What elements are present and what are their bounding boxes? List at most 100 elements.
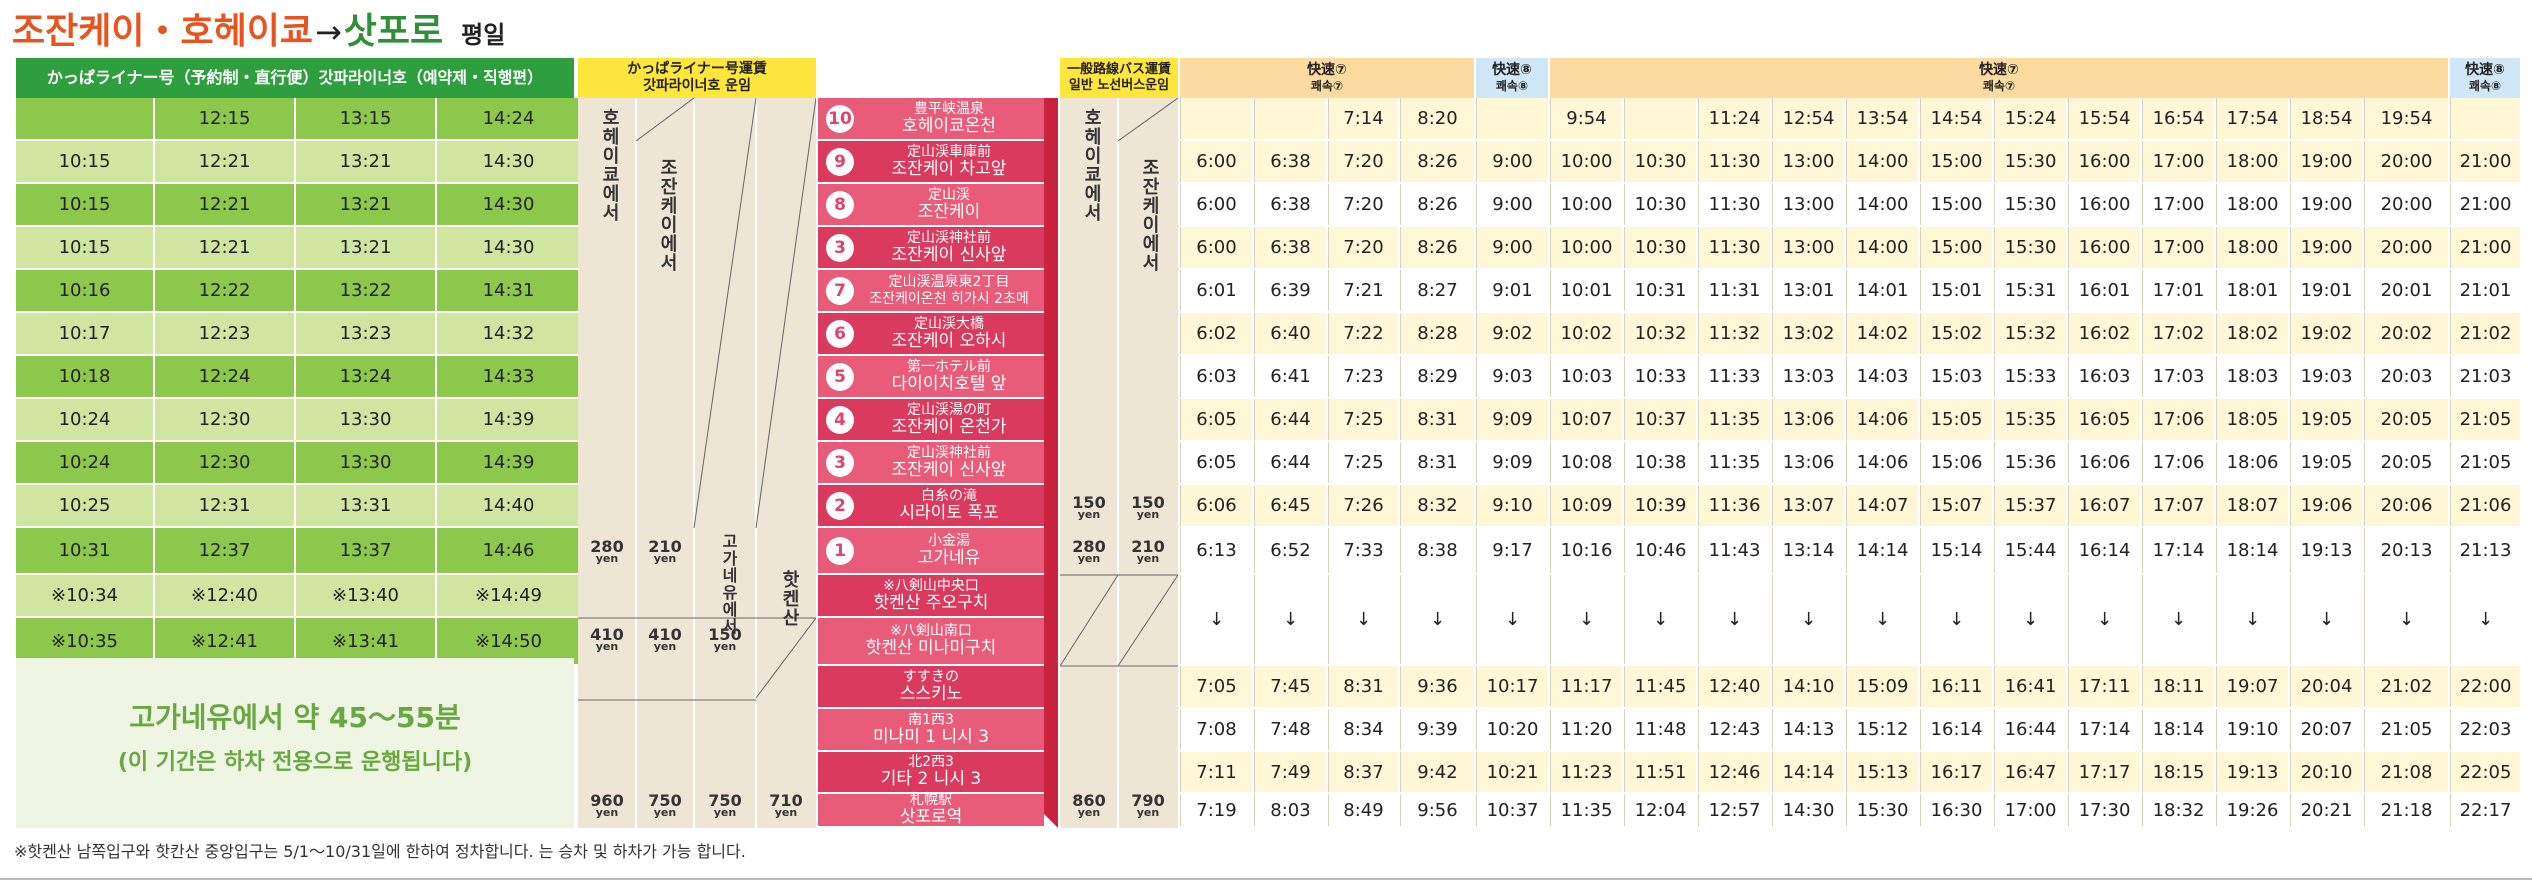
bus-time-cell: 11:45 xyxy=(1624,666,1696,707)
bus-time-cell: 10:01 xyxy=(1550,270,1622,311)
page-title: 조잔케이・호헤이쿄 → 삿포로 평일 xyxy=(12,2,505,54)
title-origin: 조잔케이・호헤이쿄 xyxy=(12,11,313,52)
bus-time-cell: 12:40 xyxy=(1698,666,1770,707)
bus-time-cell: 9:00 xyxy=(1476,184,1548,225)
stop-row: 2 白糸の滝 시라이토 폭포 xyxy=(818,485,1044,526)
kappa-time-cell: 10:17 xyxy=(16,313,153,354)
kappa-time-cell: 12:31 xyxy=(155,485,294,526)
footnote: ※핫켄산 남쪽입구와 핫칸산 중앙입구는 5/1～10/31일에 한하여 정차합… xyxy=(14,842,746,861)
bus-time-cell: 6:39 xyxy=(1254,270,1326,311)
bus-time-cell: 17:17 xyxy=(2068,752,2140,792)
stop-name-jp: 定山渓神社前 xyxy=(907,444,991,461)
bus-time-cell: 7:45 xyxy=(1254,666,1326,707)
bus-time-cell: 9:02 xyxy=(1476,313,1548,354)
fare-750-b: 750 yen xyxy=(708,791,742,820)
bus-time-cell: 20:07 xyxy=(2290,709,2362,750)
bus-time-cell: 7:22 xyxy=(1328,313,1398,354)
bus-time-cell: ↓ xyxy=(2290,575,2362,664)
kappa-time-cell: 12:37 xyxy=(155,528,294,573)
bus-time-cell: 17:07 xyxy=(2142,485,2214,526)
stops-direction-arrow xyxy=(1044,98,1058,828)
stop-name-kr: 기타 2 니시 3 xyxy=(880,769,982,790)
kappa-time-cell: 14:33 xyxy=(437,356,580,397)
bus-time-cell: 15:30 xyxy=(1994,184,2066,225)
bus-time-cell: 19:00 xyxy=(2290,184,2362,225)
bus-time-cell: 9:00 xyxy=(1476,141,1548,182)
bus-fare-860: 860 yen xyxy=(1072,791,1106,820)
bus-time-cell: 16:41 xyxy=(1994,666,2066,707)
bus-time-cell: 13:54 xyxy=(1846,98,1918,139)
kappa-time-cell: 12:30 xyxy=(155,399,294,440)
bus-time-cell: 9:03 xyxy=(1476,356,1548,397)
bus-time-cell: 8:32 xyxy=(1400,485,1474,526)
bus-time-cell: ↓ xyxy=(1254,575,1326,664)
bus-time-cell: 6:52 xyxy=(1254,528,1326,573)
bus-time-cell: 10:30 xyxy=(1624,184,1696,225)
stop-name-jp: 定山渓車庫前 xyxy=(907,143,991,160)
bus-time-cell: 18:15 xyxy=(2142,752,2214,792)
stop-name-kr: 조잔케이온천 히가시 2초메 xyxy=(869,290,1029,307)
bus-time-cell: 6:05 xyxy=(1180,399,1252,440)
bus-fare-panel: 호헤이쿄에서 조잔케이에서 150 yen 150 yen 280 yen 210 ye… xyxy=(1060,98,1178,828)
bus-time-cell: 10:17 xyxy=(1476,666,1548,707)
bus-time-cell: 18:01 xyxy=(2216,270,2288,311)
bus-time-cell: 15:14 xyxy=(1920,528,1992,573)
bus-time-cell: ↓ xyxy=(2142,575,2214,664)
bus-time-cell: 20:05 xyxy=(2364,399,2448,440)
bus-time-cell: 11:30 xyxy=(1698,141,1770,182)
bus-time-cell: 8:49 xyxy=(1328,794,1398,826)
bus-time-cell: 17:11 xyxy=(2068,666,2140,707)
bus-time-cell: 11:30 xyxy=(1698,227,1770,268)
stop-names: 定山渓車庫前 조잔케이 차고앞 xyxy=(854,144,1044,180)
bus-time-cell: 8:27 xyxy=(1400,270,1474,311)
bus-fare-header-kr: 일반 노선버스운임 xyxy=(1068,78,1170,93)
bus-time-cell: 18:00 xyxy=(2216,227,2288,268)
bus-time-cell: 17:14 xyxy=(2142,528,2214,573)
bus-time-cell: ↓ xyxy=(1772,575,1844,664)
stop-name-kr: 조잔케이 신사앞 xyxy=(891,459,1007,480)
bus-time-cell: 11:33 xyxy=(1698,356,1770,397)
bus-time-cell: 19:02 xyxy=(2290,313,2362,354)
bus-time-cell: 11:20 xyxy=(1550,709,1622,750)
bus-time-cell: 8:03 xyxy=(1254,794,1326,826)
stop-number-badge: 2 xyxy=(826,491,854,520)
bus-time-cell: ↓ xyxy=(1550,575,1622,664)
bus-time-cell: 14:06 xyxy=(1846,399,1918,440)
stop-row: 札幌駅 삿포로역 xyxy=(818,792,1044,827)
kappa-time-cell: 14:39 xyxy=(437,442,580,483)
bus-time-cell: 14:00 xyxy=(1846,184,1918,225)
bus-time-cell: 11:51 xyxy=(1624,752,1696,792)
fare-750-a: 750 yen xyxy=(648,791,682,820)
stop-names: 定山渓神社前 조잔케이 신사앞 xyxy=(854,230,1044,266)
kappa-fare-col-hoheikyo: 호헤이쿄에서 xyxy=(599,108,620,222)
bus-header-rapid8-b: 快速⑧ 쾌속⑧ xyxy=(2450,58,2520,98)
kappa-time-cell: 10:16 xyxy=(16,270,153,311)
bus-time-cell: 10:03 xyxy=(1550,356,1622,397)
bus-time-cell: 20:06 xyxy=(2364,485,2448,526)
stop-name-jp: 南1西3 xyxy=(908,711,954,728)
stop-name-jp: 白糸の滝 xyxy=(921,487,977,504)
bus-time-cell: 13:00 xyxy=(1772,141,1844,182)
bus-time-cell: 6:00 xyxy=(1180,141,1252,182)
kappa-fare-col-jozankei: 조잔케이에서 xyxy=(657,158,678,272)
stop-row: 1 小金湯 고가네유 xyxy=(818,528,1044,573)
bus-time-cell: 6:05 xyxy=(1180,442,1252,483)
bus-time-cell: 21:05 xyxy=(2450,399,2520,440)
bus-time-cell: 11:17 xyxy=(1550,666,1622,707)
stop-name-kr: 조잔케이 온천가 xyxy=(891,416,1007,437)
bus-time-cell: 7:26 xyxy=(1328,485,1398,526)
bottom-divider xyxy=(0,878,2532,880)
bus-time-cell: 6:38 xyxy=(1254,141,1326,182)
stop-number-badge: 5 xyxy=(826,362,854,391)
kappa-time-cell: 12:23 xyxy=(155,313,294,354)
bus-time-cell: 8:26 xyxy=(1400,227,1474,268)
bus-time-cell: 10:00 xyxy=(1550,227,1622,268)
bus-time-cell: ↓ xyxy=(1846,575,1918,664)
stop-number-badge: 9 xyxy=(826,147,854,176)
kappa-time-cell: 10:31 xyxy=(16,528,153,573)
kappa-note-main: 고가네유에서 약 45～55분 xyxy=(129,700,461,734)
kappa-time-cell: ※14:50 xyxy=(437,618,580,664)
bus-time-cell: 20:01 xyxy=(2364,270,2448,311)
stop-row: 10 豊平峡温泉 호헤이쿄온천 xyxy=(818,98,1044,139)
bus-time-cell: 6:40 xyxy=(1254,313,1326,354)
